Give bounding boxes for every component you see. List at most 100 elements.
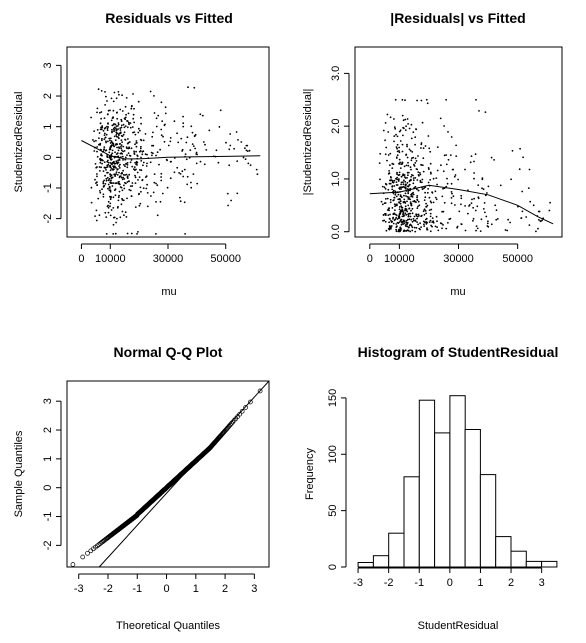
data-point [518,168,521,171]
data-point [201,114,204,117]
data-point [139,186,142,189]
data-point [163,124,166,127]
data-point [169,140,172,143]
data-point [398,188,401,190]
y-axis-label: StudentizedResidual [13,92,25,193]
data-point [185,158,188,161]
data-point [398,215,401,218]
data-point [402,215,405,218]
data-point [117,196,120,199]
data-point [411,207,414,210]
data-point [420,214,423,217]
qq-point [80,554,86,560]
data-point [483,202,486,204]
data-point [124,165,126,168]
data-point [177,141,180,144]
data-point [99,111,101,114]
scatter-points [90,86,259,235]
data-point [411,151,414,153]
data-point [404,202,407,204]
data-point [398,130,401,133]
data-point [473,177,475,180]
data-point [136,164,138,166]
data-point [389,201,392,204]
x-tick-label: 3 [251,583,257,595]
data-point [451,192,453,195]
data-point [104,136,107,139]
data-point [139,202,142,205]
data-point [393,135,396,138]
data-point [131,182,134,184]
data-point [229,144,232,147]
data-point [400,183,402,186]
data-point [413,215,416,218]
data-point [400,205,403,208]
data-point [116,125,119,127]
data-point [453,175,456,178]
data-point [103,161,106,164]
data-point [478,110,480,112]
data-point [410,193,412,196]
data-point [397,222,400,225]
data-point [186,136,189,139]
data-point [411,220,414,223]
data-point [431,217,434,220]
data-point [382,214,385,216]
data-point [388,172,391,175]
data-point [509,221,511,224]
data-point [101,154,103,157]
data-point [100,159,103,161]
data-point [161,120,164,123]
data-point [109,139,111,142]
data-point [159,200,162,203]
data-point [436,220,438,223]
data-point [105,177,108,180]
data-point [109,137,112,140]
data-point [400,218,402,221]
data-point [114,151,116,154]
data-point [403,174,406,176]
chart-title: Histogram of StudentResidual [358,344,559,360]
data-point [117,168,119,170]
data-point [115,134,118,136]
data-point [429,162,432,165]
data-point [109,142,112,144]
data-point [401,143,404,146]
data-point [400,181,403,184]
data-point [129,189,132,192]
data-point [92,139,94,141]
data-point [116,161,118,164]
data-point [118,132,121,135]
data-point [181,170,184,173]
data-point [410,218,413,221]
data-point [135,160,138,163]
data-point [121,110,124,112]
data-point [96,111,98,114]
data-point [137,131,140,134]
data-point [390,220,392,222]
data-point [142,164,144,167]
data-point [134,182,137,185]
data-point [103,148,105,151]
data-point [395,195,398,198]
data-point [409,149,412,152]
data-point [460,223,463,225]
data-point [408,218,411,221]
data-point [397,180,400,182]
data-point [432,201,435,204]
data-point [141,153,144,156]
data-point [404,177,407,179]
data-point [487,220,489,223]
data-point [395,146,398,149]
data-point [414,177,417,179]
data-point [481,187,483,190]
data-point [430,172,432,175]
data-point [122,159,124,161]
data-point [102,170,105,173]
data-point [429,200,432,203]
data-point [439,117,442,120]
data-point [535,230,537,233]
data-point [425,202,427,205]
data-point [424,210,427,212]
data-point [385,183,387,186]
